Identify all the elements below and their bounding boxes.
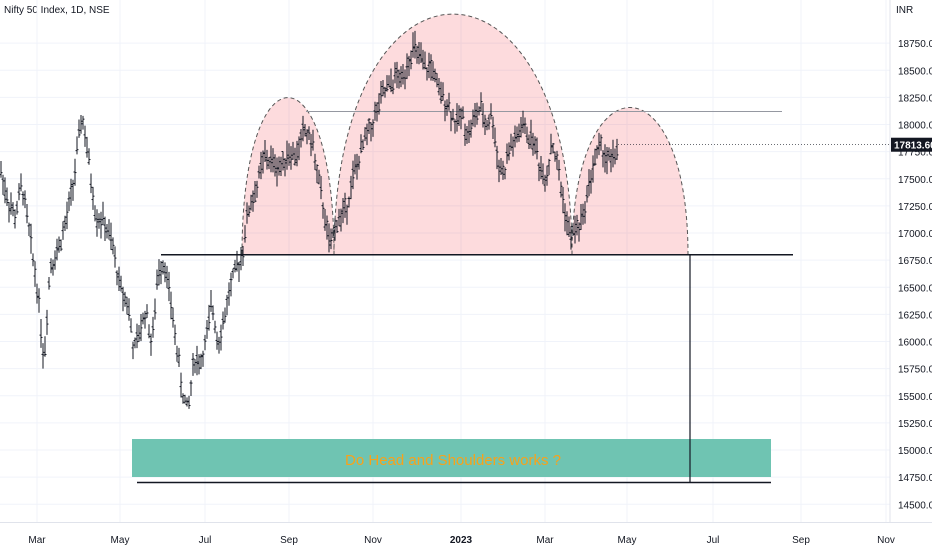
- ohlc-series: [0, 30, 619, 409]
- y-tick-label: 16000.00: [898, 338, 932, 349]
- x-tick-label: Mar: [536, 535, 554, 546]
- x-tick-label: Mar: [28, 535, 46, 546]
- y-tick-label: 17500.00: [898, 175, 932, 186]
- head-arc[interactable]: [333, 13, 573, 255]
- banner-box[interactable]: [132, 439, 771, 477]
- y-tick-label: 17750.00: [898, 148, 932, 159]
- y-tick-label: 18750.00: [898, 39, 932, 50]
- currency-label: INR: [896, 5, 914, 16]
- y-tick-label: 16500.00: [898, 283, 932, 294]
- y-tick-label: 15000.00: [898, 446, 932, 457]
- x-tick-label: Sep: [280, 535, 298, 546]
- head-arc-fill: [334, 14, 572, 255]
- right-shoulder-arc[interactable]: [571, 107, 689, 255]
- y-tick-label: 18250.00: [898, 93, 932, 104]
- price-axis[interactable]: 14500.00 14750.00 15000.00 15250.00 15500.00…: [889, 0, 932, 522]
- banner-text: Do Head and Shoulders works ?: [345, 452, 561, 469]
- chart-grid: [0, 0, 890, 522]
- x-tick-label: Jul: [199, 535, 212, 546]
- time-axis[interactable]: Mar May Jul Sep Nov 2023 Mar May Jul Sep Nov: [0, 522, 932, 547]
- left-shoulder-arc-fill: [242, 97, 334, 255]
- y-tick-label: 15500.00: [898, 392, 932, 403]
- y-tick-label: 18500.00: [898, 66, 932, 77]
- x-tick-label: Jul: [707, 535, 720, 546]
- y-tick-label: 17000.00: [898, 229, 932, 240]
- y-tick-label: 16250.00: [898, 310, 932, 321]
- y-tick-label: 14750.00: [898, 473, 932, 484]
- y-tick-label: 16750.00: [898, 256, 932, 267]
- x-tick-label: Nov: [364, 535, 382, 546]
- overlay-drawings[interactable]: Do Head and Shoulders works ?: [132, 144, 890, 484]
- x-tick-label: May: [618, 535, 637, 546]
- y-tick-label: 18000.00: [898, 121, 932, 132]
- last-price-label-bg: [891, 137, 932, 152]
- y-tick-label: 17250.00: [898, 202, 932, 213]
- x-tick-label: 2023: [450, 535, 473, 546]
- x-tick-label: Nov: [877, 535, 895, 546]
- y-tick-label: 14500.00: [898, 500, 932, 511]
- x-tick-label: Sep: [792, 535, 810, 546]
- y-tick-label: 15250.00: [898, 419, 932, 430]
- x-tick-label: May: [111, 535, 130, 546]
- symbol-title[interactable]: Nifty 50 Index, 1D, NSE: [4, 5, 110, 16]
- last-price-label: 17813.60: [894, 141, 932, 152]
- y-tick-label: 15750.00: [898, 365, 932, 376]
